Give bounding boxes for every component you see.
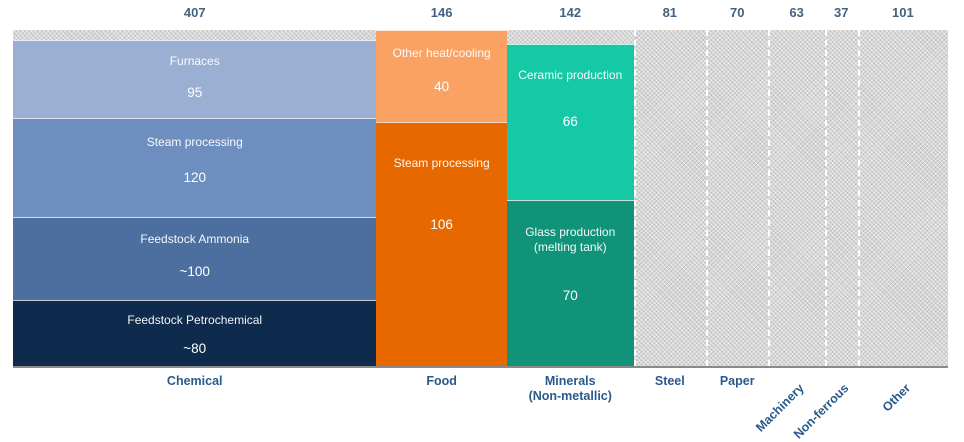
category-label-minerals-non-metallic: Minerals (Non-metallic): [507, 372, 634, 440]
mekko-column-chemical: Furnaces 95 Steam processing 120 Feedstock A…: [13, 30, 377, 366]
mekko-column-steel: [633, 30, 706, 366]
segment-label: Steam processing: [146, 135, 243, 150]
segment-label: Feedstock Petrochemical: [127, 312, 263, 327]
mekko-column-paper: [705, 30, 769, 366]
column-total-paper: 70: [729, 5, 745, 20]
mekko-column-minerals-non-metallic: Ceramic production 66 Glass production (me…: [506, 30, 634, 366]
segment-value: ~80: [183, 340, 207, 356]
category-label-text: Minerals (Non-metallic): [528, 374, 612, 403]
segment-label: Other heat/cooling: [392, 46, 491, 61]
segment-glass-production-melting-tank: Glass production (melting tank) 70: [506, 200, 634, 366]
column-total-chemical: 407: [183, 5, 206, 20]
column-totals-row: 407 146 142 81 70 63 37 101: [13, 3, 948, 25]
segment-value: 95: [187, 84, 203, 100]
hatched-filler: [827, 30, 858, 366]
mekko-column-other: [857, 30, 948, 366]
category-label-food: Food: [376, 372, 506, 440]
category-label-text: Paper: [719, 374, 755, 388]
segment-steam-processing: Steam processing 120: [13, 118, 377, 218]
mekko-column-machinery: [768, 30, 825, 366]
segment-label: Glass production (melting tank): [525, 225, 616, 255]
segment-feedstock-ammonia: Feedstock Ammonia ~100: [13, 217, 377, 300]
column-total-non-ferrous: 37: [834, 5, 849, 20]
segment-value: 106: [430, 217, 453, 233]
column-total-minerals-non-metallic: 142: [559, 5, 582, 20]
mekko-column-food: Other heat/cooling 40 Steam processing 106: [376, 30, 507, 366]
segment-value: 66: [562, 114, 578, 130]
segment-value: 70: [562, 288, 578, 304]
segment-label: Feedstock Ammonia: [140, 232, 250, 247]
segment-value: ~100: [179, 264, 210, 280]
column-total-machinery: 63: [789, 5, 804, 20]
segment-value: 40: [434, 79, 450, 95]
segment-label: Ceramic production: [518, 68, 623, 83]
segment-other-heat-cooling: Other heat/cooling 40: [376, 30, 507, 123]
column-total-other: 101: [891, 5, 914, 20]
segment-furnaces: Furnaces 95: [13, 39, 377, 119]
segment-ceramic-production: Ceramic production 66: [506, 44, 634, 201]
segment-steam-processing: Steam processing 106: [376, 122, 507, 366]
hatched-filler: [636, 30, 706, 366]
category-label-text: Food: [426, 374, 457, 388]
category-label-text: Chemical: [166, 374, 223, 388]
segment-feedstock-petrochemical: Feedstock Petrochemical ~80: [13, 299, 377, 366]
category-label-other: Other: [858, 372, 948, 440]
hatched-filler: [860, 30, 948, 366]
category-label-non-ferrous: Non-ferrous: [791, 372, 858, 441]
hatched-filler: [708, 30, 769, 366]
segment-label: Furnaces: [169, 53, 220, 68]
column-total-food: 146: [430, 5, 453, 20]
category-label-text: Other: [879, 381, 913, 415]
category-label-text: Steel: [654, 374, 685, 388]
category-labels-row: Chemical Food Minerals (Non-metallic) Steel P…: [13, 372, 948, 441]
category-label-steel: Steel: [634, 372, 706, 440]
column-total-steel: 81: [662, 5, 678, 20]
segment-label: Steam processing: [393, 156, 490, 171]
category-label-paper: Paper: [706, 372, 769, 440]
hatched-filler: [13, 30, 376, 40]
segment-value: 120: [183, 170, 206, 186]
category-label-chemical: Chemical: [13, 372, 376, 440]
hatched-filler: [507, 30, 634, 44]
hatched-filler: [770, 30, 824, 366]
mekko-column-non-ferrous: [824, 30, 858, 366]
